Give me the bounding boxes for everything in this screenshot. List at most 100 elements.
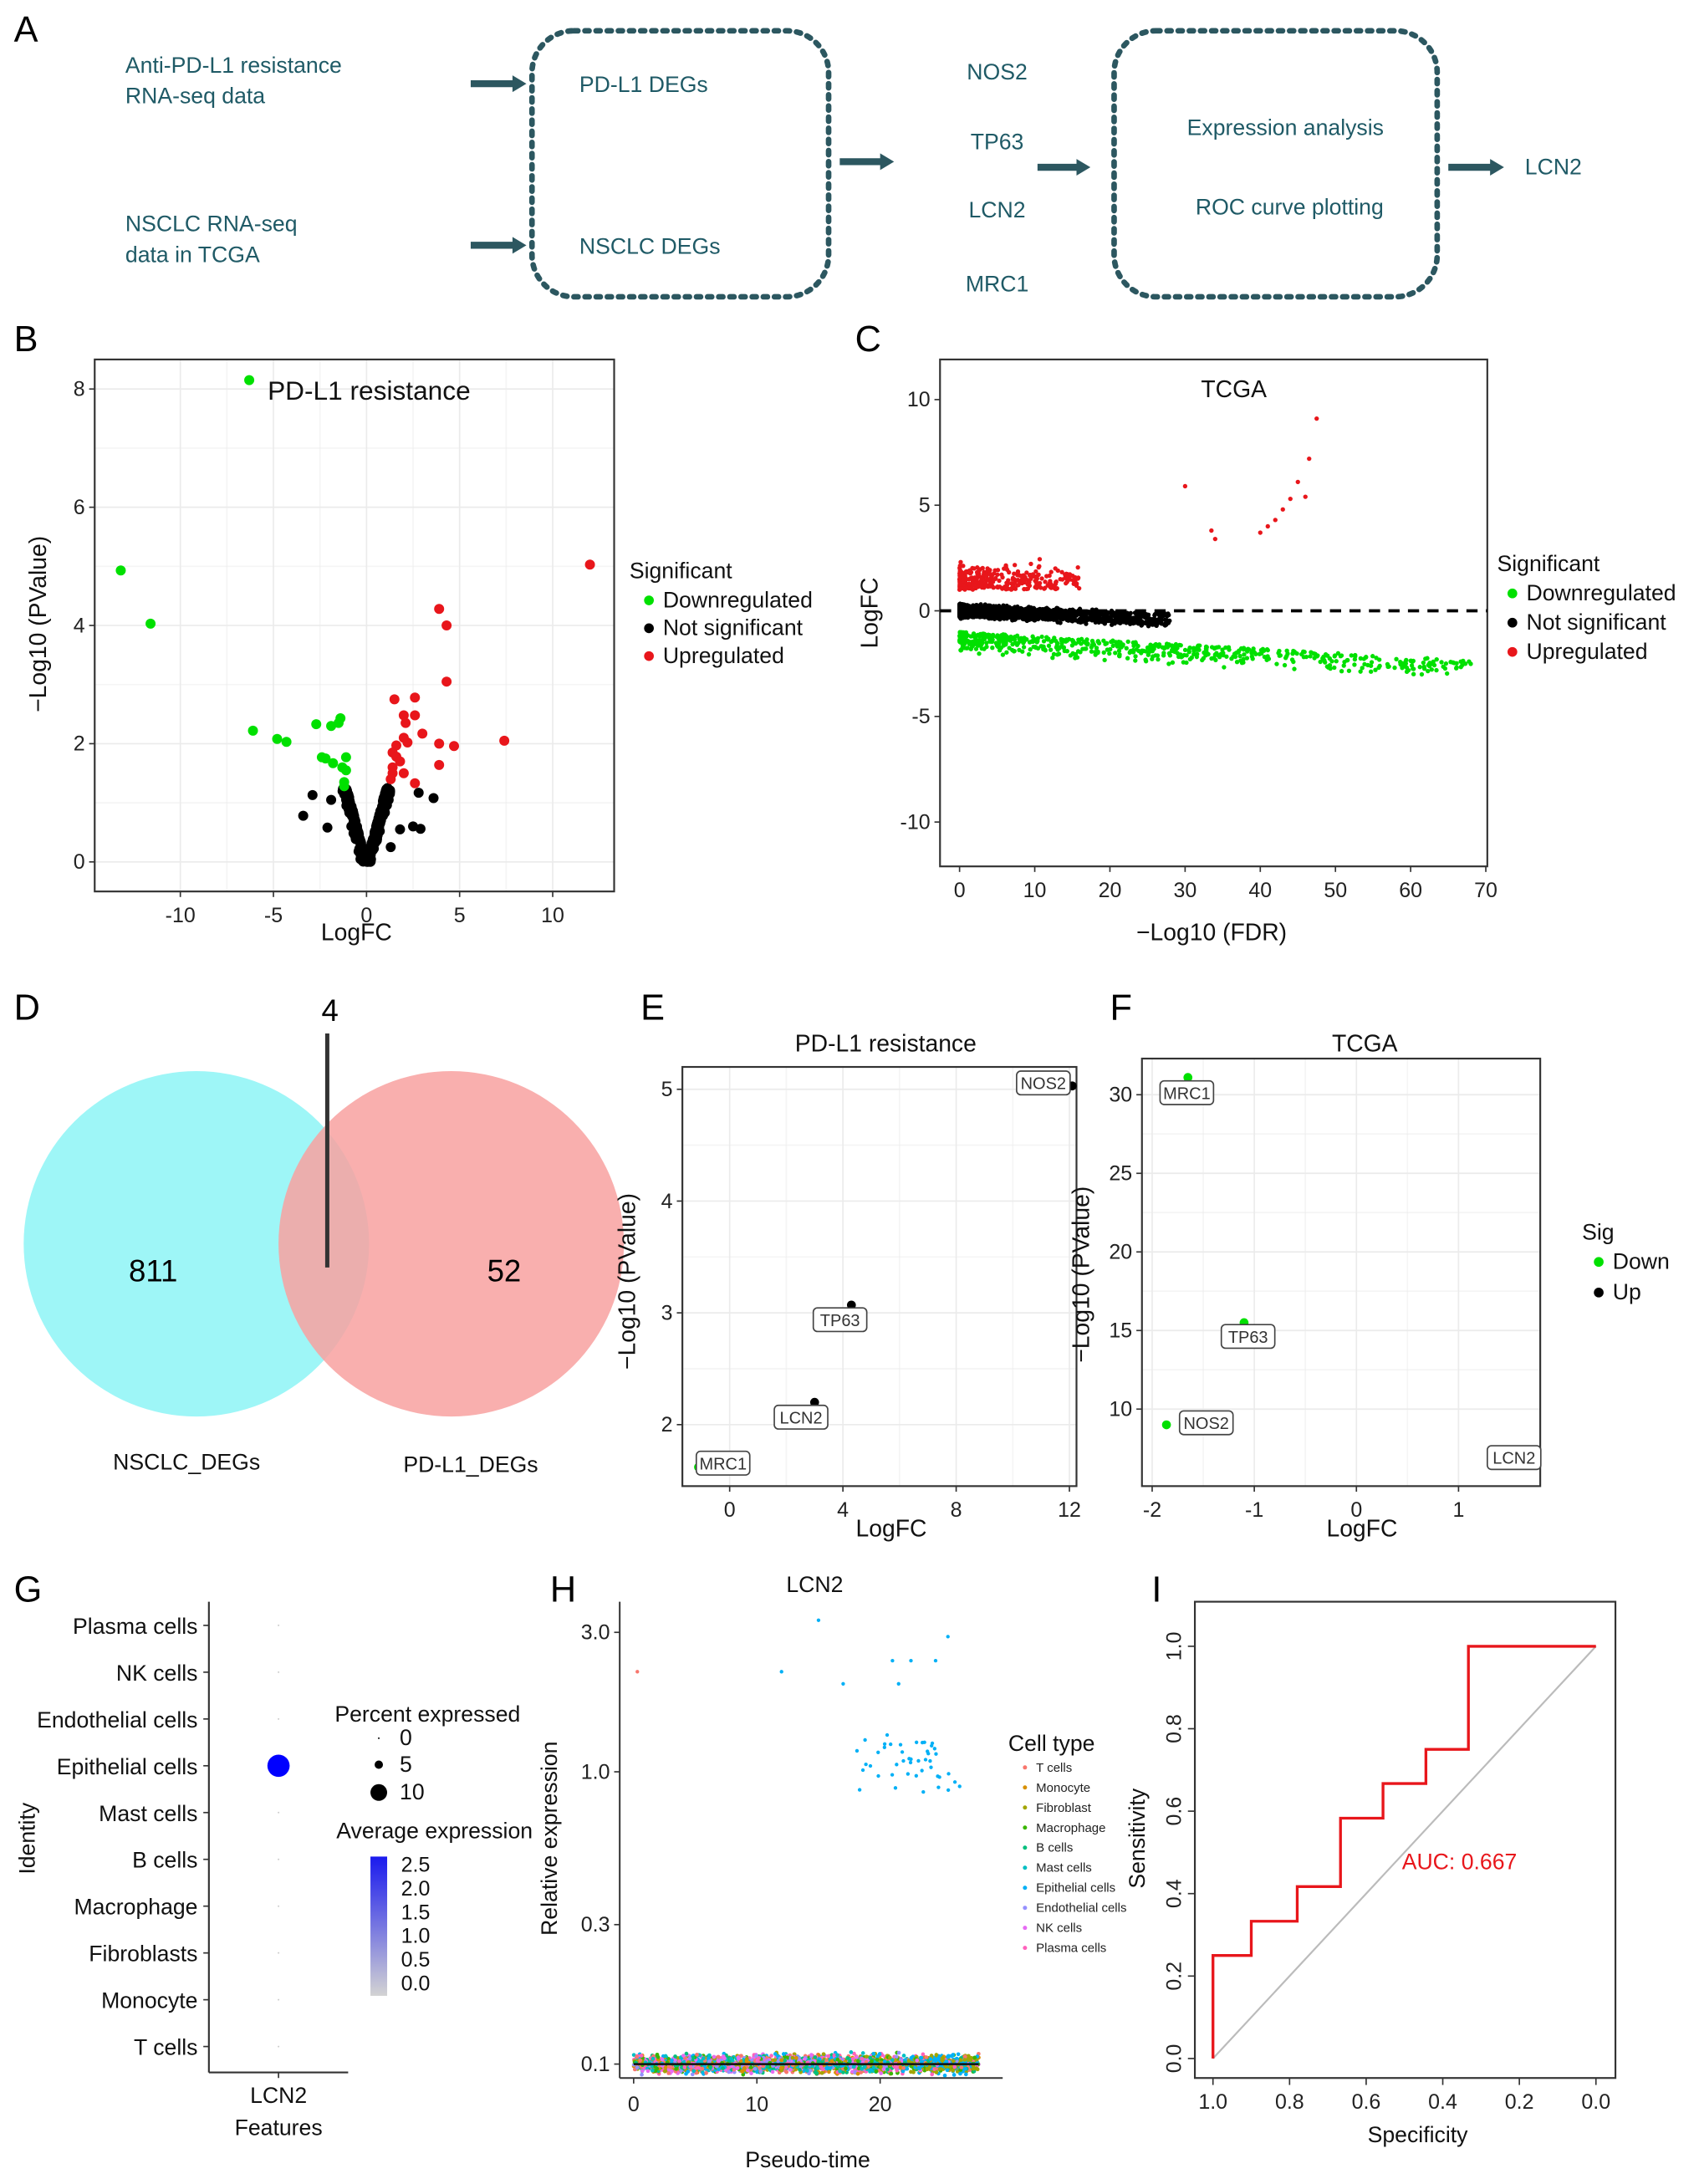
data-point-down <box>1079 641 1084 646</box>
point-label-box <box>695 1450 751 1476</box>
data-point-up <box>1033 569 1038 574</box>
data-point-down <box>272 733 283 744</box>
point-label-box <box>1487 1445 1542 1471</box>
data-point-up <box>1059 569 1064 574</box>
data-point-down <box>1133 658 1138 663</box>
data-point-up <box>1273 518 1278 523</box>
data-point-down <box>1259 651 1264 656</box>
data-point-down <box>1315 653 1320 658</box>
data-point-down <box>1022 635 1027 640</box>
data-point <box>1051 607 1057 613</box>
data-point-down <box>340 752 351 763</box>
data-point-down <box>1105 647 1110 652</box>
data-point-up <box>1028 561 1033 567</box>
legend-entry: Downregulated <box>1526 580 1676 605</box>
x-tick-label: -5 <box>264 904 283 927</box>
data-point <box>1183 1073 1193 1082</box>
data-point-down <box>1060 637 1066 643</box>
x-tick-label: 0 <box>1350 1498 1362 1522</box>
data-point-up <box>1182 483 1188 489</box>
data-point-down <box>1001 635 1006 641</box>
cell-point <box>741 2072 746 2077</box>
y-tick-label: -5 <box>911 705 930 728</box>
x-tick-label: 20 <box>1099 879 1122 902</box>
flow-input-1: Anti-PD-L1 resistance <box>125 53 342 78</box>
data-point-down <box>1451 660 1456 665</box>
data-point-down <box>1076 637 1081 642</box>
cell-point <box>832 2053 837 2058</box>
arrow-head-icon <box>512 237 527 254</box>
y-tick-label: 4 <box>74 614 85 637</box>
data-point-down <box>1017 647 1022 653</box>
data-point-down <box>1216 645 1222 650</box>
color-legend-tick: 1.0 <box>401 1925 431 1948</box>
data-point-down <box>1095 639 1100 645</box>
data-point-down <box>1194 655 1200 660</box>
y-tick-label: 1.0 <box>581 1760 610 1783</box>
data-point-up <box>985 566 990 571</box>
data-point-up <box>417 728 428 739</box>
data-point-down <box>1164 641 1170 646</box>
point-label-box <box>812 1307 868 1333</box>
flow-gene: NOS2 <box>967 59 1028 84</box>
data-point-down <box>1178 652 1183 657</box>
data-point <box>1161 1420 1171 1430</box>
data-point-down <box>1166 661 1171 666</box>
data-point-down <box>1345 657 1350 663</box>
data-point-down <box>1173 641 1179 647</box>
data-point-up <box>978 574 983 579</box>
data-point-down <box>1221 652 1226 658</box>
data-point-up <box>1037 580 1043 586</box>
legend-entry: Not significant <box>663 615 804 640</box>
category-label: Epithelial cells <box>57 1754 198 1779</box>
data-point-up <box>1036 564 1041 570</box>
data-point-down <box>1021 645 1027 650</box>
data-point-down <box>1160 645 1166 650</box>
point-label-box <box>1178 1410 1234 1436</box>
expression-dot <box>278 1624 280 1626</box>
data-point-up <box>1010 583 1016 589</box>
data-point-up <box>1012 571 1017 576</box>
x-tick-label: 40 <box>1248 879 1272 902</box>
y-axis-label: Identity <box>15 1802 40 1875</box>
cell-point <box>901 2054 906 2058</box>
data-point-up <box>1033 584 1038 589</box>
y-tick-label: 20 <box>1109 1241 1132 1264</box>
data-point-up <box>434 759 445 770</box>
data-point-up <box>958 580 963 586</box>
data-point-down <box>1321 655 1326 661</box>
plot-frame <box>939 358 1488 868</box>
flow-box-2 <box>1111 28 1441 300</box>
data-point-down <box>1110 643 1115 648</box>
data-point-down <box>1124 646 1129 651</box>
x-axis-label: LogFC <box>855 1514 926 1541</box>
data-point-up <box>1258 530 1263 535</box>
data-point-down <box>962 641 967 646</box>
data-point-down <box>1139 651 1144 656</box>
data-point-up <box>957 568 962 573</box>
point-label: LCN2 <box>1492 1450 1535 1468</box>
category-label: Macrophage <box>74 1895 197 1920</box>
data-point-up <box>1044 574 1049 579</box>
x-axis-label: LogFC <box>321 918 392 945</box>
data-point <box>1063 616 1068 621</box>
data-point-up <box>959 585 964 591</box>
size-legend-title: Percent expressed <box>334 1702 520 1727</box>
data-point-up <box>1047 581 1052 586</box>
y-tick-label: 2 <box>74 732 85 756</box>
flow-result: LCN2 <box>1525 154 1582 179</box>
y-tick-label: -10 <box>901 810 931 834</box>
data-point-down <box>1043 648 1048 653</box>
data-point-down <box>1117 654 1122 659</box>
cell-point <box>894 2054 899 2059</box>
data-point-down <box>976 643 981 648</box>
color-bar <box>370 1856 388 1996</box>
data-point-down <box>1411 671 1416 676</box>
data-point-down <box>1209 656 1214 661</box>
data-point-up <box>385 773 396 784</box>
data-point-up <box>410 778 421 788</box>
data-point-up <box>995 568 1001 573</box>
flow-input-2: NSCLC RNA-seq <box>125 212 298 237</box>
data-point-down <box>1148 642 1153 647</box>
